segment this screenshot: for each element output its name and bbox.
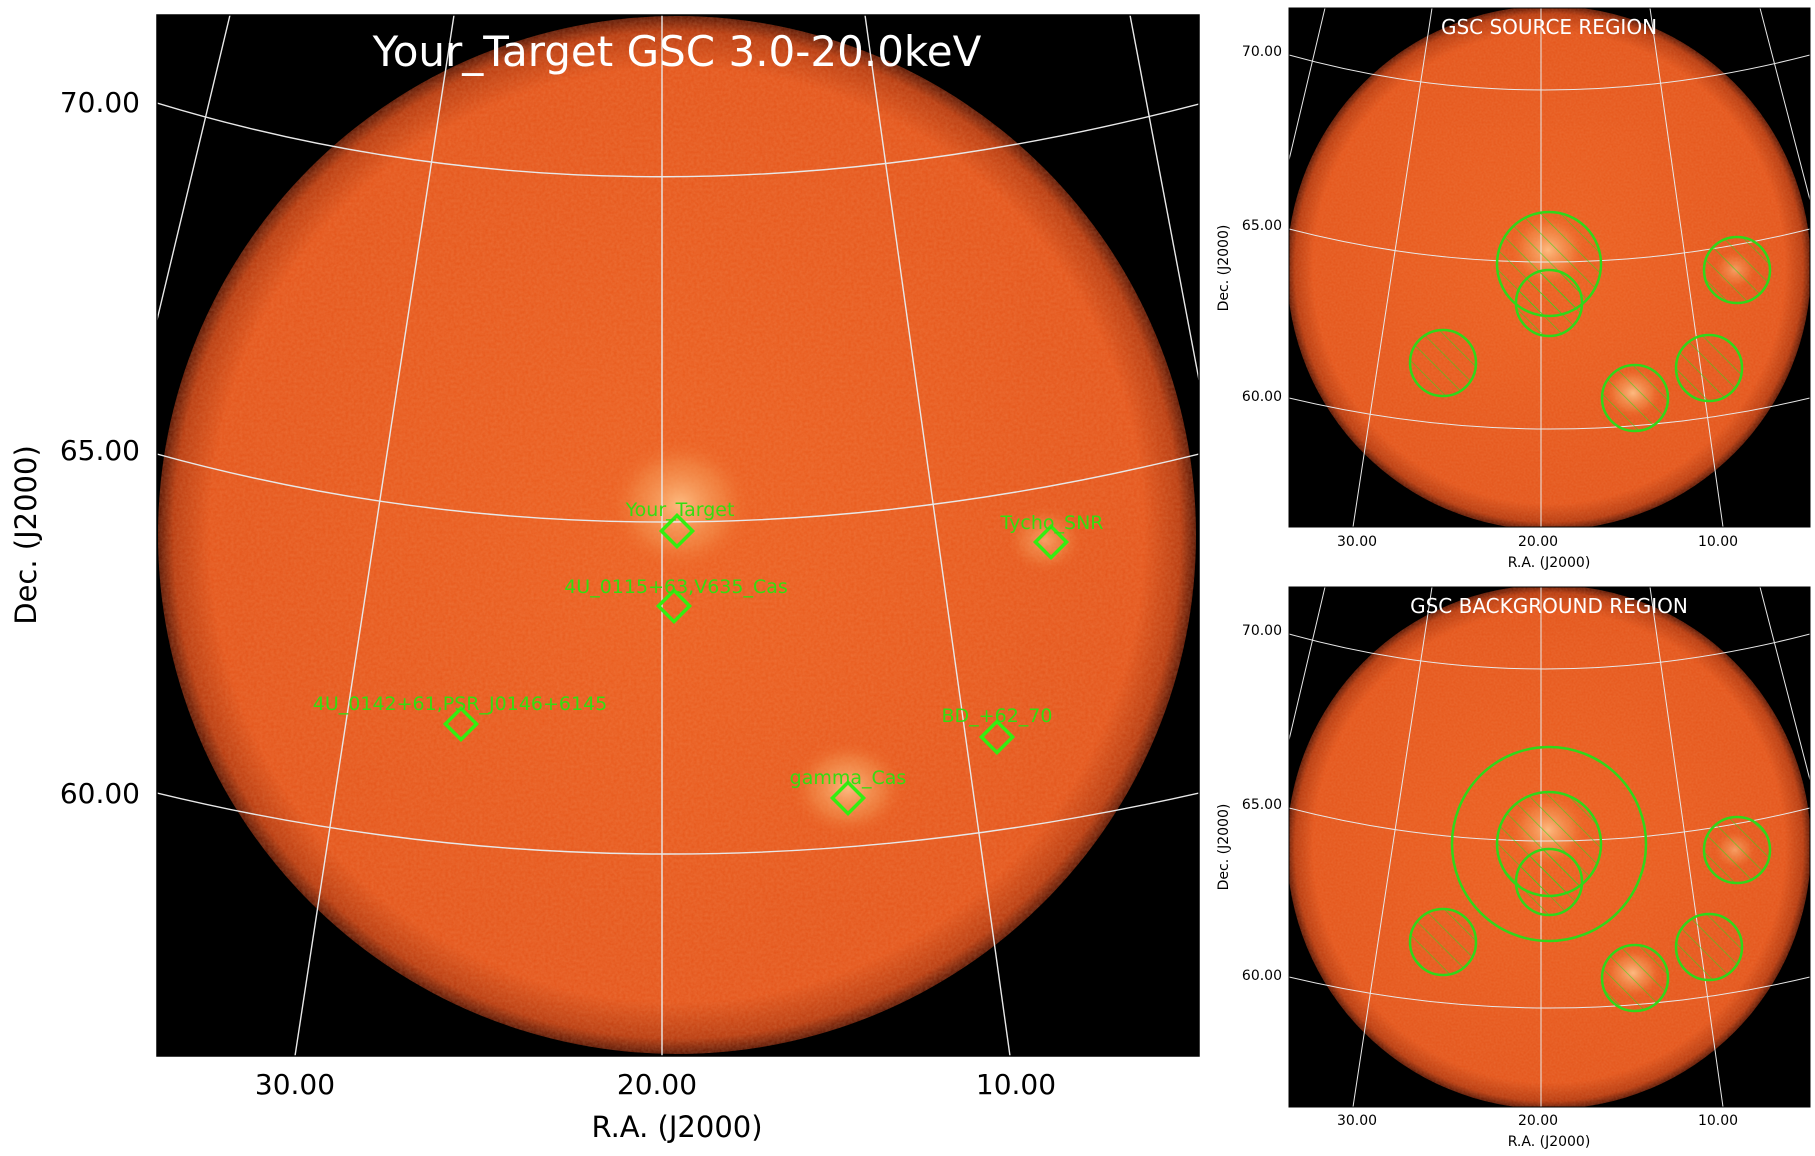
source-label: Your_Target [625, 499, 735, 521]
source-exclusion-circle[interactable] [1408, 328, 1478, 398]
y-tick-label: 70.00 [1242, 44, 1282, 60]
source-region-panel: GSC SOURCE REGION 70.00 65.00 60.00 30.0… [1216, 7, 1811, 571]
background-exclusion-circle[interactable] [1702, 815, 1772, 885]
source-x-axis-label: R.A. (J2000) [1508, 555, 1591, 571]
x-tick-label: 30.00 [255, 1068, 335, 1101]
source-image [1289, 8, 1810, 527]
source-exclusion-circle[interactable] [1702, 235, 1772, 305]
y-tick-label: 60.00 [1242, 389, 1282, 405]
source-y-axis-label: Dec. (J2000) [1216, 225, 1232, 312]
main-frame [156, 14, 1200, 1057]
source-marker[interactable]: 4U_0115+63,V635_Cas [564, 576, 788, 625]
main-x-axis-label: R.A. (J2000) [591, 1110, 762, 1144]
source-frame [1288, 7, 1811, 528]
background-exclusion-circle[interactable] [1408, 907, 1478, 977]
background-exclusion-circle[interactable] [1514, 847, 1584, 917]
source-label: Tycho_SNR [1000, 512, 1104, 534]
main-coordinate-grid [157, 15, 1199, 1056]
background-x-axis-label: R.A. (J2000) [1508, 1134, 1591, 1150]
background-panel-title: GSC BACKGROUND REGION [1410, 594, 1688, 618]
y-tick-label: 70.00 [1242, 623, 1282, 639]
main-source-markers: Your_Target 4U_0115+63,V635_Cas 4U_0142+… [313, 499, 1104, 817]
main-glow-gamma-cas [788, 738, 908, 838]
source-marker[interactable]: 4U_0142+61,PSR_J0146+6145 [313, 693, 607, 743]
source-exclusion-circle[interactable] [1674, 333, 1744, 403]
y-tick-label: 60.00 [60, 777, 140, 810]
x-tick-label: 10.00 [1698, 534, 1738, 550]
background-exclusion-circle[interactable] [1674, 912, 1744, 982]
y-tick-label: 65.00 [1242, 218, 1282, 234]
x-tick-label: 10.00 [1698, 1113, 1738, 1129]
main-glow-target [605, 435, 755, 575]
x-tick-label: 10.00 [976, 1068, 1056, 1101]
main-glow-tycho [1005, 505, 1085, 575]
source-label: gamma_Cas [790, 767, 907, 789]
source-marker[interactable]: Your_Target [625, 499, 735, 550]
source-label: BD_+62_70 [942, 705, 1053, 727]
source-exclusion-circle[interactable] [1600, 363, 1670, 433]
main-image [157, 15, 1199, 1056]
source-panel-title: GSC SOURCE REGION [1441, 15, 1657, 39]
background-annulus-outer[interactable] [1450, 745, 1648, 943]
source-exclusion-circle[interactable] [1514, 268, 1584, 338]
source-label: 4U_0115+63,V635_Cas [564, 576, 788, 598]
background-image [1289, 587, 1810, 1107]
x-tick-label: 30.00 [1337, 1113, 1377, 1129]
main-y-axis-label: Dec. (J2000) [9, 445, 43, 625]
y-tick-label: 70.00 [60, 86, 140, 119]
x-tick-label: 20.00 [1518, 534, 1558, 550]
source-regions [1408, 210, 1772, 433]
background-y-axis-label: Dec. (J2000) [1216, 804, 1232, 891]
main-title: Your_Target GSC 3.0-20.0keV [372, 27, 982, 76]
main-panel: Your_Target GSC 3.0-20.0keV Your_Target … [9, 14, 1200, 1144]
background-regions [1408, 745, 1772, 1013]
x-tick-label: 30.00 [1337, 534, 1377, 550]
source-label: 4U_0142+61,PSR_J0146+6145 [313, 693, 607, 715]
source-marker[interactable]: Tycho_SNR [1000, 512, 1104, 561]
main-x-ticks: 30.00 20.00 10.00 [255, 1068, 1056, 1101]
main-y-ticks: 70.00 65.00 60.00 [60, 86, 140, 810]
y-tick-label: 65.00 [60, 434, 140, 467]
background-region-panel: GSC BACKGROUND REGION 70.00 65.00 60.00 … [1216, 586, 1811, 1150]
x-tick-label: 20.00 [1518, 1113, 1558, 1129]
x-tick-label: 20.00 [617, 1068, 697, 1101]
background-frame [1288, 586, 1811, 1108]
background-exclusion-circle[interactable] [1600, 943, 1670, 1013]
y-tick-label: 60.00 [1242, 968, 1282, 984]
y-tick-label: 65.00 [1242, 797, 1282, 813]
source-marker[interactable]: BD_+62_70 [942, 705, 1053, 756]
source-marker[interactable]: gamma_Cas [790, 767, 907, 817]
